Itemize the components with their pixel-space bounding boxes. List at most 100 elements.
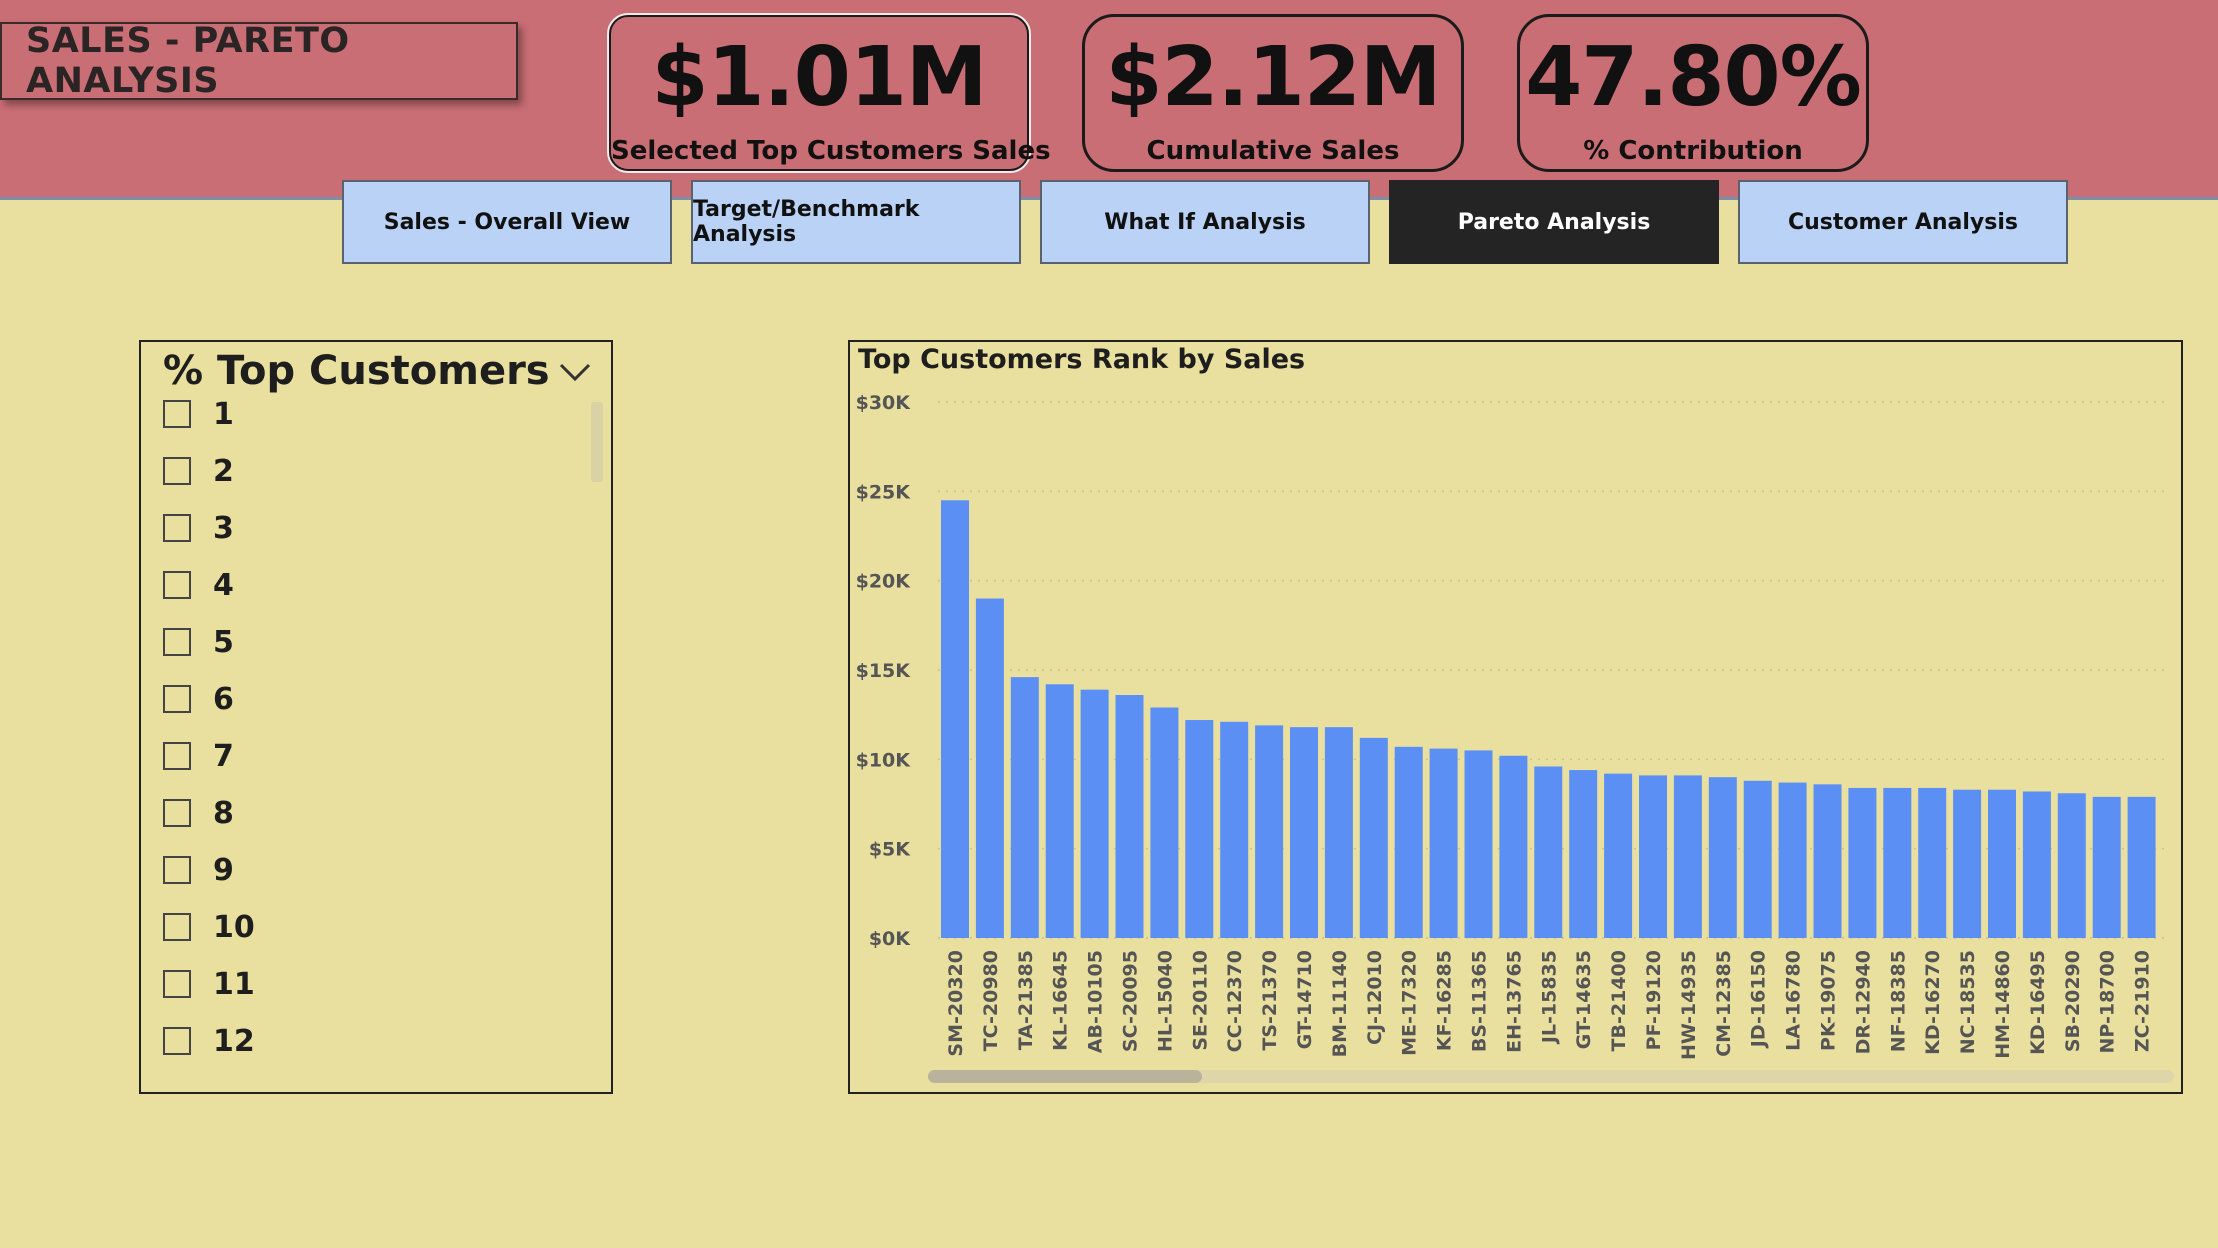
bar-HL-15040[interactable] — [1150, 707, 1179, 938]
bar-HM-14860[interactable] — [1988, 789, 2016, 938]
slicer-option[interactable]: 1 — [163, 394, 234, 434]
bar-EH-13765[interactable] — [1499, 755, 1528, 938]
bar-TA-21385[interactable] — [1010, 677, 1039, 938]
checkbox[interactable] — [163, 457, 191, 485]
kpi-card-selected-top-customers-sales[interactable]: $1.01M Selected Top Customers Sales — [607, 13, 1051, 173]
slicer-option-label: 7 — [213, 738, 234, 774]
slicer-option[interactable]: 10 — [163, 907, 255, 947]
slicer-option-label: 10 — [213, 909, 255, 945]
x-tick-label: KD-16495 — [2027, 950, 2049, 1055]
bar-JL-15835[interactable] — [1534, 766, 1563, 938]
top-customers-slicer: % Top Customers 1 2 3 4 5 6 7 8 9 10 11 … — [139, 340, 613, 1094]
x-tick-label: SM-20320 — [945, 950, 967, 1057]
header-bar: SALES - PARETO ANALYSIS $1.01M Selected … — [0, 0, 2218, 200]
bar-SB-20290[interactable] — [2057, 793, 2086, 938]
x-tick-label: ME-17320 — [1399, 950, 1421, 1056]
chart-title: Top Customers Rank by Sales — [858, 344, 1306, 375]
bar-PK-19075[interactable] — [1813, 784, 1842, 938]
slicer-option-label: 6 — [213, 681, 234, 717]
bar-CC-12370[interactable] — [1220, 721, 1249, 938]
bar-KF-16285[interactable] — [1429, 748, 1458, 938]
slicer-option[interactable]: 7 — [163, 736, 234, 776]
bar-ME-17320[interactable] — [1394, 746, 1423, 938]
bar-PF-19120[interactable] — [1639, 775, 1667, 938]
y-tick-label: $20K — [856, 571, 912, 593]
x-tick-label: GT-14710 — [1294, 950, 1316, 1049]
kpi-value: 47.80% — [1525, 30, 1862, 125]
bar-TS-21370[interactable] — [1255, 725, 1284, 938]
bar-NC-18535[interactable] — [1953, 789, 1982, 938]
bar-GT-14710[interactable] — [1290, 727, 1318, 938]
slicer-scrollbar[interactable] — [591, 402, 603, 482]
checkbox[interactable] — [163, 970, 191, 998]
bar-GT-14635[interactable] — [1569, 770, 1598, 938]
checkbox[interactable] — [163, 742, 191, 770]
bar-KL-16645[interactable] — [1045, 684, 1074, 938]
bar-AB-10105[interactable] — [1080, 689, 1109, 938]
kpi-value: $1.01M — [651, 30, 988, 125]
bar-SM-20320[interactable] — [941, 500, 969, 938]
slicer-option-label: 8 — [213, 795, 234, 831]
bar-KD-16270[interactable] — [1918, 787, 1947, 938]
slicer-option[interactable]: 4 — [163, 565, 234, 605]
chevron-down-icon[interactable] — [557, 360, 593, 384]
checkbox[interactable] — [163, 400, 191, 428]
checkbox[interactable] — [163, 685, 191, 713]
bar-LA-16780[interactable] — [1778, 782, 1807, 938]
nav-button-customer-analysis[interactable]: Customer Analysis — [1738, 180, 2068, 264]
nav-button-pareto-analysis[interactable]: Pareto Analysis — [1389, 180, 1719, 264]
x-tick-label: TB-21400 — [1608, 950, 1630, 1051]
bar-TB-21400[interactable] — [1604, 773, 1633, 938]
slicer-option[interactable]: 5 — [163, 622, 234, 662]
checkbox[interactable] — [163, 913, 191, 941]
chart-scrollbar-track[interactable] — [928, 1070, 2174, 1083]
slicer-option[interactable]: 12 — [163, 1021, 255, 1061]
checkbox[interactable] — [163, 799, 191, 827]
y-tick-label: $25K — [856, 481, 912, 503]
x-tick-label: TC-20980 — [980, 950, 1002, 1051]
slicer-option[interactable]: 3 — [163, 508, 234, 548]
bar-CM-12385[interactable] — [1708, 777, 1737, 938]
bar-KD-16495[interactable] — [2022, 791, 2051, 938]
nav-button-what-if-analysis[interactable]: What If Analysis — [1040, 180, 1370, 264]
x-tick-label: HW-14935 — [1678, 950, 1700, 1060]
x-tick-label: EH-13765 — [1503, 950, 1525, 1053]
y-tick-label: $0K — [869, 928, 911, 950]
slicer-option-label: 12 — [213, 1023, 255, 1059]
bar-NF-18385[interactable] — [1883, 787, 1912, 938]
x-tick-label: PF-19120 — [1643, 950, 1665, 1050]
checkbox[interactable] — [163, 514, 191, 542]
slicer-option-label: 1 — [213, 396, 234, 432]
x-tick-label: LA-16780 — [1783, 950, 1805, 1051]
slicer-option[interactable]: 6 — [163, 679, 234, 719]
bar-BS-11365[interactable] — [1464, 750, 1493, 938]
slicer-option[interactable]: 11 — [163, 964, 255, 1004]
checkbox[interactable] — [163, 628, 191, 656]
slicer-option[interactable]: 2 — [163, 451, 234, 491]
bar-HW-14935[interactable] — [1673, 775, 1702, 938]
x-tick-label: CM-12385 — [1713, 950, 1735, 1057]
checkbox[interactable] — [163, 1027, 191, 1055]
bar-DR-12940[interactable] — [1848, 787, 1877, 938]
kpi-label: Cumulative Sales — [1146, 136, 1400, 166]
x-tick-label: NF-18385 — [1887, 950, 1909, 1052]
slicer-option[interactable]: 9 — [163, 850, 234, 890]
bar-NP-18700[interactable] — [2092, 796, 2121, 938]
x-tick-label: ZC-21910 — [2132, 950, 2154, 1052]
x-tick-label: HL-15040 — [1154, 950, 1176, 1052]
bar-ZC-21910[interactable] — [2127, 796, 2156, 938]
checkbox[interactable] — [163, 571, 191, 599]
chart-scrollbar-thumb[interactable] — [928, 1070, 1202, 1083]
y-tick-label: $15K — [856, 660, 912, 682]
bar-TC-20980[interactable] — [975, 598, 1004, 938]
x-tick-label: JD-16150 — [1748, 950, 1770, 1049]
bar-CJ-12010[interactable] — [1359, 737, 1388, 938]
nav-button-target-benchmark-analysis[interactable]: Target/Benchmark Analysis — [691, 180, 1021, 264]
bar-JD-16150[interactable] — [1743, 780, 1772, 938]
bar-SC-20095[interactable] — [1115, 695, 1144, 938]
slicer-option[interactable]: 8 — [163, 793, 234, 833]
nav-button-sales-overall-view[interactable]: Sales - Overall View — [342, 180, 672, 264]
bar-BM-11140[interactable] — [1324, 727, 1353, 938]
bar-SE-20110[interactable] — [1185, 720, 1214, 938]
checkbox[interactable] — [163, 856, 191, 884]
